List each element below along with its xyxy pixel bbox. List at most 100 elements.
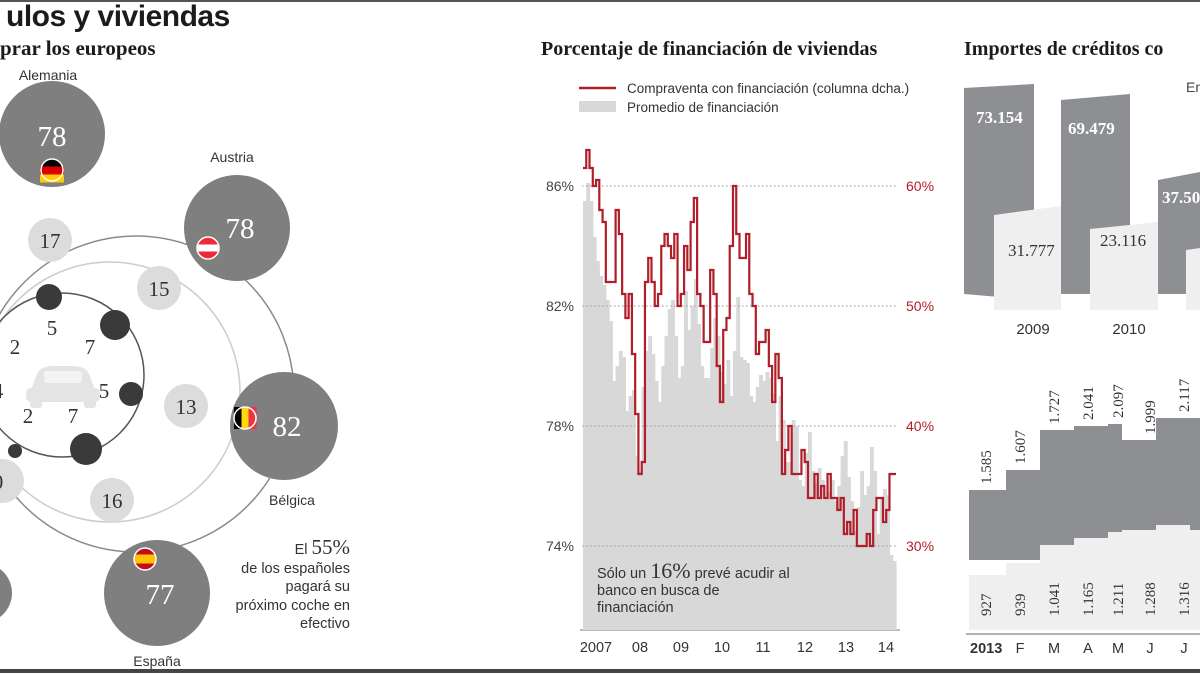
average-financing-bar	[648, 336, 653, 630]
average-financing-bar	[886, 495, 891, 630]
inner-value: 5	[47, 316, 58, 340]
average-financing-bar	[837, 486, 842, 630]
average-financing-bar	[768, 378, 773, 630]
average-financing-bar	[807, 432, 812, 630]
average-financing-bar	[612, 381, 617, 630]
dark-value-label: 1.727	[1047, 390, 1063, 424]
belgium-flag-icon	[233, 406, 257, 430]
top-light-bar	[1090, 222, 1158, 310]
month-label: F	[1016, 641, 1025, 657]
germany-flag-icon	[40, 158, 64, 183]
average-financing-bar	[866, 486, 871, 630]
right-tick-label: 40%	[906, 418, 934, 434]
average-financing-bar	[684, 291, 688, 630]
average-financing-bar	[651, 354, 656, 630]
page-title: ulos y viviendas	[6, 0, 230, 33]
average-financing-bar	[654, 381, 659, 630]
middle-bubble: 13	[164, 384, 208, 428]
average-financing-bar	[863, 495, 868, 630]
bubble-espana: 77 España	[104, 540, 210, 669]
month-label: M	[1112, 641, 1124, 657]
middle-ring	[0, 261, 241, 523]
spain-flag-icon	[133, 547, 157, 571]
inner-value: 5	[99, 379, 110, 403]
austria-flag-icon	[196, 236, 220, 260]
inner-value: 7	[85, 335, 96, 359]
month-label: M	[1048, 641, 1060, 657]
inner-dot	[8, 444, 22, 458]
average-financing-bar	[889, 555, 894, 630]
average-financing-bar	[677, 378, 682, 630]
x-tick-label: 11	[755, 640, 770, 656]
bubble-ring-chart: 78 Alemania 78 Austria 82	[0, 67, 338, 669]
year-label: 2009	[1016, 321, 1049, 338]
dark-value-label: 1.607	[1013, 430, 1029, 464]
dark-value-label: 2.097	[1111, 384, 1127, 418]
dark-value-label: 2.117	[1177, 378, 1193, 412]
credit-amounts-title: Importes de créditos co	[964, 38, 1164, 60]
average-financing-bar	[667, 309, 672, 630]
average-financing-bar	[599, 276, 604, 630]
average-financing-bar	[625, 411, 630, 630]
average-financing-bar	[638, 471, 643, 630]
middle-bubble: 16	[90, 478, 134, 522]
inner-ring	[0, 292, 145, 458]
average-financing-bar	[843, 441, 848, 630]
average-financing-bar	[814, 483, 819, 630]
month-label: J	[1146, 641, 1153, 657]
month-labels: 2013 F M A M J J	[970, 641, 1188, 657]
average-financing-bar	[876, 534, 881, 630]
mortgage-sales-series	[583, 148, 896, 548]
right-tick-label: 60%	[906, 178, 934, 194]
average-financing-bar	[671, 300, 675, 630]
average-financing-bar	[781, 420, 786, 630]
x-tick-label: 14	[878, 640, 894, 656]
legend: Compraventa con financiación (columna dc…	[579, 81, 909, 115]
x-tick-label: 12	[797, 640, 813, 656]
month-label: J	[1180, 641, 1187, 657]
average-financing-bar	[742, 360, 747, 630]
light-value-label: 927	[979, 593, 995, 616]
svg-text:0: 0	[0, 470, 3, 494]
bottom-border	[0, 669, 1200, 673]
average-financing-bar	[830, 480, 835, 630]
left-tick-label: 78%	[546, 418, 574, 434]
right-tick-label: 30%	[906, 538, 934, 554]
average-financing-bar	[729, 396, 734, 630]
average-financing-bar	[723, 384, 728, 630]
average-financing-bar	[804, 453, 809, 630]
average-financing-bar	[778, 396, 783, 630]
average-financing-bar	[847, 477, 851, 630]
inner-dot	[36, 284, 62, 310]
average-financing-bar	[674, 336, 679, 630]
light-value-label: 1.316	[1177, 582, 1193, 616]
bank-financing-note: Sólo un 16% prevé acudir al banco en bus…	[597, 558, 790, 617]
top-border	[0, 0, 1200, 2]
light-value-label: 1.211	[1111, 583, 1127, 616]
average-financing-bar	[586, 183, 591, 630]
average-financing-bar	[706, 378, 711, 630]
average-financing-bar	[791, 420, 796, 630]
average-financing-bar	[856, 507, 861, 630]
inner-dot	[70, 433, 102, 465]
year-label: 2010	[1112, 321, 1145, 338]
average-financing-bar	[882, 489, 887, 630]
legend-swatch-area	[579, 101, 616, 112]
average-financing-bar	[732, 351, 737, 630]
bar-value: 23.116	[1100, 231, 1146, 250]
average-financing-bar	[605, 300, 610, 630]
average-financing-bar	[596, 261, 600, 630]
bar-value: 73.154	[976, 108, 1023, 127]
bar-value: 69.479	[1068, 119, 1115, 138]
inner-value-partial: 4	[0, 379, 4, 403]
country-label: Alemania	[19, 67, 78, 83]
average-financing-bar	[765, 372, 770, 630]
average-financing-bar	[690, 306, 695, 630]
average-financing-bar	[869, 447, 874, 630]
bubble-value: 78	[226, 213, 255, 245]
bubble-value: 78	[38, 121, 67, 153]
legend-label: Promedio de financiación	[627, 100, 779, 115]
average-financing-bar	[635, 456, 640, 630]
x-tick-label: 10	[714, 640, 730, 656]
